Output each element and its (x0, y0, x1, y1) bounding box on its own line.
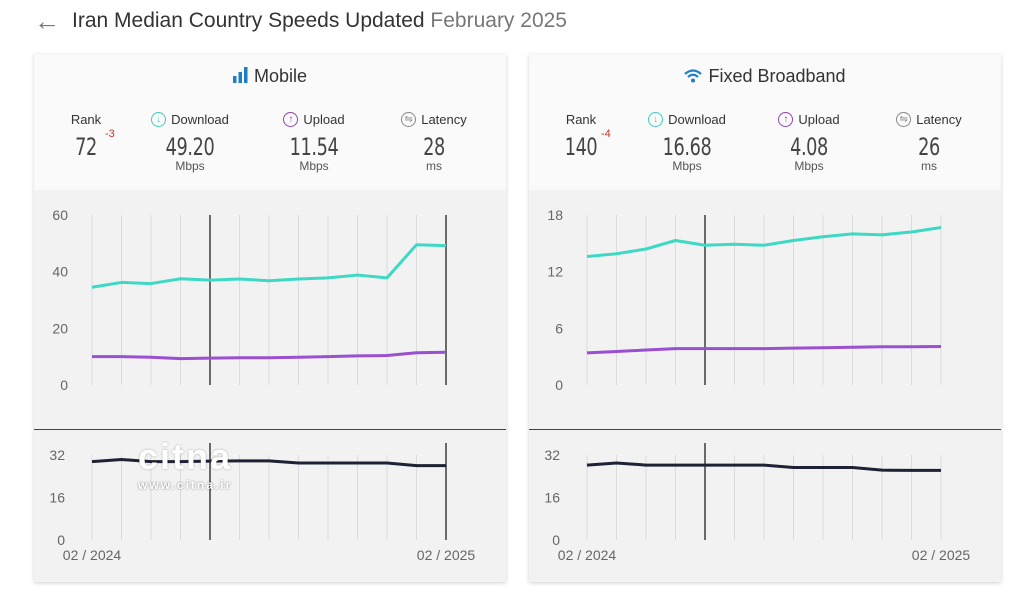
mobile-download-value: 49.20 (165, 133, 215, 161)
title-date: February 2025 (430, 9, 567, 32)
upload-icon: ↑ (778, 112, 794, 127)
arrow-left-icon[interactable]: ← (34, 6, 60, 36)
fixed-ytick-label: 0 (555, 377, 563, 393)
fixed-latency-stat: ⇋ Latency 26 ms (891, 112, 967, 173)
mobile-latency-line (91, 458, 446, 468)
title-text: Iran Median Country Speeds Updated (72, 9, 425, 32)
mobile-ytick-label: 60 (52, 207, 68, 223)
fixed-ytick-label: 6 (555, 320, 563, 336)
fixed-download-stat: ↓ Download 16.68 Mbps (643, 112, 731, 173)
fixed-chart-divider (529, 429, 1001, 430)
mobile-download-stat: ↓ Download 49.20 Mbps (146, 112, 234, 173)
fixed-latency-value: 26 (918, 133, 940, 161)
fixed-chart: 0 6 12 18 0 16 32 02 / 2024 02 / 2025 (544, 207, 971, 563)
signal-bars-icon (232, 66, 248, 88)
fixed-download-unit: Mbps (672, 159, 702, 173)
mobile-ytick-label: 0 (60, 377, 68, 393)
mobile-latency-stat: ⇋ Latency 28 ms (396, 112, 472, 173)
download-icon: ↓ (151, 112, 167, 127)
fixed-latency-line (586, 461, 941, 472)
watermark: citna www.citna.ir (138, 436, 232, 492)
download-label: Download (171, 112, 229, 127)
mobile-upload-unit: Mbps (299, 159, 329, 173)
latency-icon: ⇋ (401, 112, 417, 127)
mobile-rank-stat: Rank 72 (60, 112, 112, 161)
mobile-upload-stat: ↑ Upload 11.54 Mbps (278, 112, 350, 173)
fixed-card-title: Fixed Broadband (529, 66, 1001, 88)
fixed-latency-ytick-label: 0 (552, 532, 560, 548)
rank-label: Rank (565, 112, 597, 127)
upload-label: Upload (303, 112, 345, 127)
mobile-title-text: Mobile (253, 66, 308, 86)
fixed-xtick-label-end: 02 / 2025 (912, 547, 971, 563)
fixed-card: Fixed Broadband Rank 140 -4 ↓ Download 16… (529, 54, 1001, 582)
mobile-chart: 0 20 40 60 0 16 32 02 / 2024 02 / 2025 (49, 207, 476, 563)
fixed-latency-unit: ms (921, 159, 937, 173)
latency-label: Latency (916, 112, 962, 127)
mobile-latency-ytick-label: 0 (57, 532, 65, 548)
fixed-ytick-label: 18 (547, 207, 563, 223)
mobile-latency-ytick-label: 16 (49, 490, 65, 506)
upload-label: Upload (798, 112, 840, 127)
mobile-latency-ytick-label: 32 (49, 447, 65, 463)
fixed-rank-stat: Rank 140 (555, 112, 607, 161)
mobile-latency-unit: ms (426, 159, 442, 173)
page-header: ← Iran Median Country Speeds Updated Feb… (34, 6, 567, 36)
rank-label: Rank (70, 112, 102, 127)
fixed-ytick-label: 12 (547, 264, 563, 280)
page-title: Iran Median Country Speeds Updated Febru… (72, 9, 567, 33)
upload-icon: ↑ (283, 112, 299, 127)
fixed-upload-line (586, 344, 942, 355)
mobile-download-unit: Mbps (175, 159, 205, 173)
fixed-download-value: 16.68 (662, 133, 712, 161)
fixed-summary: Fixed Broadband Rank 140 -4 ↓ Download 16… (529, 54, 1001, 190)
fixed-upload-stat: ↑ Upload 4.08 Mbps (773, 112, 845, 173)
wifi-icon (684, 67, 703, 88)
latency-label: Latency (421, 112, 467, 127)
mobile-xtick-label-end: 02 / 2025 (417, 547, 476, 563)
latency-icon: ⇋ (896, 112, 912, 127)
mobile-chart-divider (34, 429, 506, 430)
watermark-brand: citna (138, 436, 233, 477)
mobile-latency-value: 28 (423, 133, 445, 161)
fixed-rank-change: -4 (601, 128, 611, 140)
download-label: Download (668, 112, 726, 127)
mobile-upload-line (92, 350, 447, 361)
fixed-upload-unit: Mbps (794, 159, 824, 173)
watermark-url: www.citna.ir (138, 478, 233, 492)
mobile-card: Mobile Rank 72 -3 ↓ Download 49.20 Mbps ↑… (34, 54, 506, 582)
mobile-card-title: Mobile (34, 66, 506, 88)
fixed-xtick-label-start: 02 / 2024 (558, 547, 617, 563)
mobile-rank-value: 72 (75, 133, 97, 161)
mobile-ytick-label: 40 (52, 264, 68, 280)
mobile-rank-change: -3 (105, 128, 115, 140)
fixed-latency-ytick-label: 16 (544, 490, 560, 506)
fixed-upload-value: 4.08 (790, 133, 828, 161)
mobile-summary: Mobile Rank 72 -3 ↓ Download 49.20 Mbps ↑… (34, 54, 506, 190)
fixed-rank-value: 140 (564, 133, 598, 161)
download-icon: ↓ (648, 112, 664, 127)
mobile-download-line (91, 243, 447, 289)
fixed-latency-ytick-label: 32 (544, 447, 560, 463)
fixed-download-line (586, 225, 942, 259)
fixed-title-text: Fixed Broadband (708, 66, 846, 86)
mobile-ytick-label: 20 (52, 320, 68, 336)
mobile-upload-value: 11.54 (289, 133, 339, 161)
mobile-xtick-label-start: 02 / 2024 (63, 547, 122, 563)
